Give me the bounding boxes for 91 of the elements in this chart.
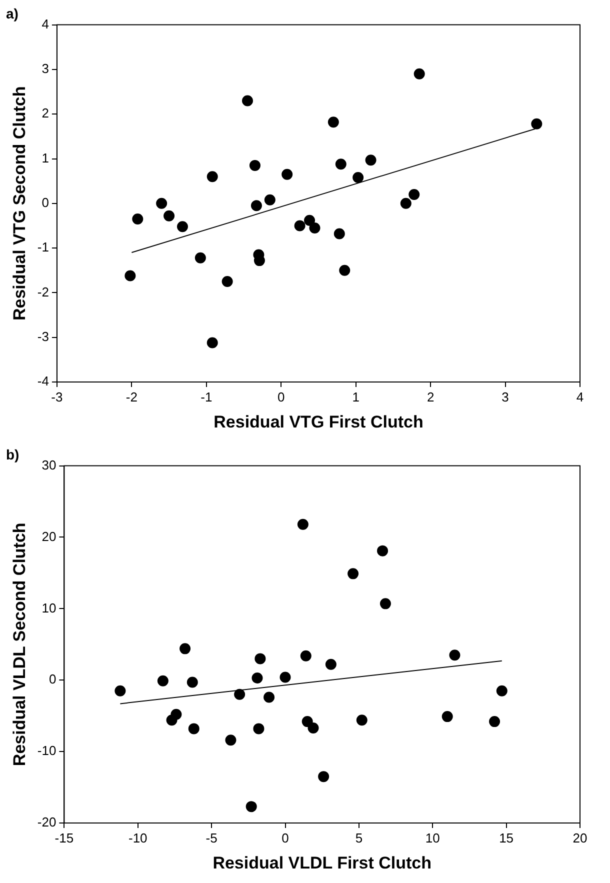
x-tick-label: 10 bbox=[425, 830, 440, 846]
y-tick-label: 30 bbox=[42, 457, 56, 472]
point bbox=[308, 722, 319, 734]
x-tick-label: 20 bbox=[572, 830, 588, 846]
point bbox=[280, 672, 291, 683]
point bbox=[328, 116, 339, 128]
y-tick-label: -10 bbox=[37, 743, 56, 758]
y-tick-label: 3 bbox=[42, 61, 49, 76]
x-tick-label: 3 bbox=[502, 389, 509, 404]
x-axis-title: Residual VLDL First Clutch bbox=[212, 853, 432, 872]
y-tick-label: -3 bbox=[37, 328, 49, 344]
point bbox=[194, 252, 206, 264]
x-tick-label: 2 bbox=[426, 389, 434, 404]
point bbox=[348, 568, 359, 580]
point bbox=[400, 198, 412, 209]
point bbox=[449, 650, 460, 661]
point bbox=[253, 723, 264, 734]
point bbox=[489, 716, 500, 728]
point bbox=[250, 200, 262, 212]
y-axis-title: Residual VLDL Second Clutch bbox=[10, 522, 29, 766]
point bbox=[294, 220, 306, 232]
point bbox=[300, 650, 312, 662]
point bbox=[365, 154, 376, 166]
y-tick-label: -2 bbox=[37, 284, 49, 300]
point bbox=[186, 676, 198, 688]
y-tick-label: 2 bbox=[42, 106, 49, 121]
point bbox=[206, 337, 218, 348]
x-tick-label: -1 bbox=[200, 389, 212, 404]
point bbox=[222, 276, 233, 288]
point bbox=[304, 214, 316, 226]
x-tick-label: 0 bbox=[282, 830, 289, 846]
point bbox=[414, 68, 425, 80]
point bbox=[442, 711, 453, 722]
chart-title: a) bbox=[6, 5, 18, 22]
point bbox=[335, 158, 346, 170]
point bbox=[380, 598, 391, 610]
y-tick-label: 0 bbox=[48, 672, 56, 687]
x-tick-label: 5 bbox=[355, 830, 363, 846]
chart-title: b) bbox=[6, 446, 20, 462]
point bbox=[264, 692, 275, 703]
point bbox=[302, 716, 313, 728]
x-tick-label: -2 bbox=[126, 389, 138, 404]
point bbox=[188, 723, 200, 734]
point bbox=[156, 198, 168, 209]
point bbox=[318, 771, 330, 782]
y-tick-label: 1 bbox=[42, 150, 49, 166]
point bbox=[242, 95, 253, 106]
x-tick-label: 0 bbox=[278, 389, 285, 404]
x-axis-title: Residual VTG First Clutch bbox=[214, 412, 424, 432]
x-tick-label: -15 bbox=[54, 830, 74, 846]
point bbox=[254, 653, 266, 664]
y-tick-label: 10 bbox=[42, 600, 56, 616]
point bbox=[309, 222, 320, 234]
y-tick-label: 4 bbox=[42, 16, 49, 32]
point bbox=[297, 518, 308, 530]
point bbox=[225, 734, 236, 746]
point bbox=[246, 801, 257, 812]
point bbox=[114, 685, 126, 696]
point bbox=[249, 160, 260, 171]
point bbox=[408, 188, 420, 200]
point bbox=[180, 643, 191, 654]
point bbox=[264, 194, 276, 206]
point bbox=[252, 672, 263, 684]
point bbox=[124, 270, 136, 282]
y-tick-label: 20 bbox=[42, 528, 56, 544]
y-tick-label: -1 bbox=[37, 240, 49, 255]
x-tick-label: 4 bbox=[576, 389, 584, 404]
y-tick-label: -4 bbox=[37, 374, 49, 389]
y-tick-label: 0 bbox=[42, 194, 49, 210]
point bbox=[176, 221, 188, 232]
point bbox=[334, 228, 345, 240]
point bbox=[206, 171, 218, 182]
x-tick-label: -5 bbox=[206, 830, 218, 846]
x-tick-label: 15 bbox=[499, 830, 514, 846]
point bbox=[377, 545, 388, 556]
point bbox=[531, 118, 542, 130]
point bbox=[234, 688, 246, 700]
point bbox=[339, 264, 350, 276]
point bbox=[164, 210, 175, 222]
point bbox=[170, 708, 182, 720]
point bbox=[496, 685, 508, 696]
x-tick-label: 1 bbox=[352, 389, 360, 404]
point bbox=[325, 658, 336, 670]
y-axis-title: Residual VTG Second Clutch bbox=[10, 86, 29, 321]
x-tick-label: -10 bbox=[128, 830, 148, 846]
point bbox=[132, 214, 144, 225]
point bbox=[356, 714, 368, 726]
point bbox=[157, 675, 168, 686]
y-tick-label: -20 bbox=[37, 814, 56, 830]
point bbox=[282, 168, 293, 180]
point bbox=[352, 172, 364, 184]
